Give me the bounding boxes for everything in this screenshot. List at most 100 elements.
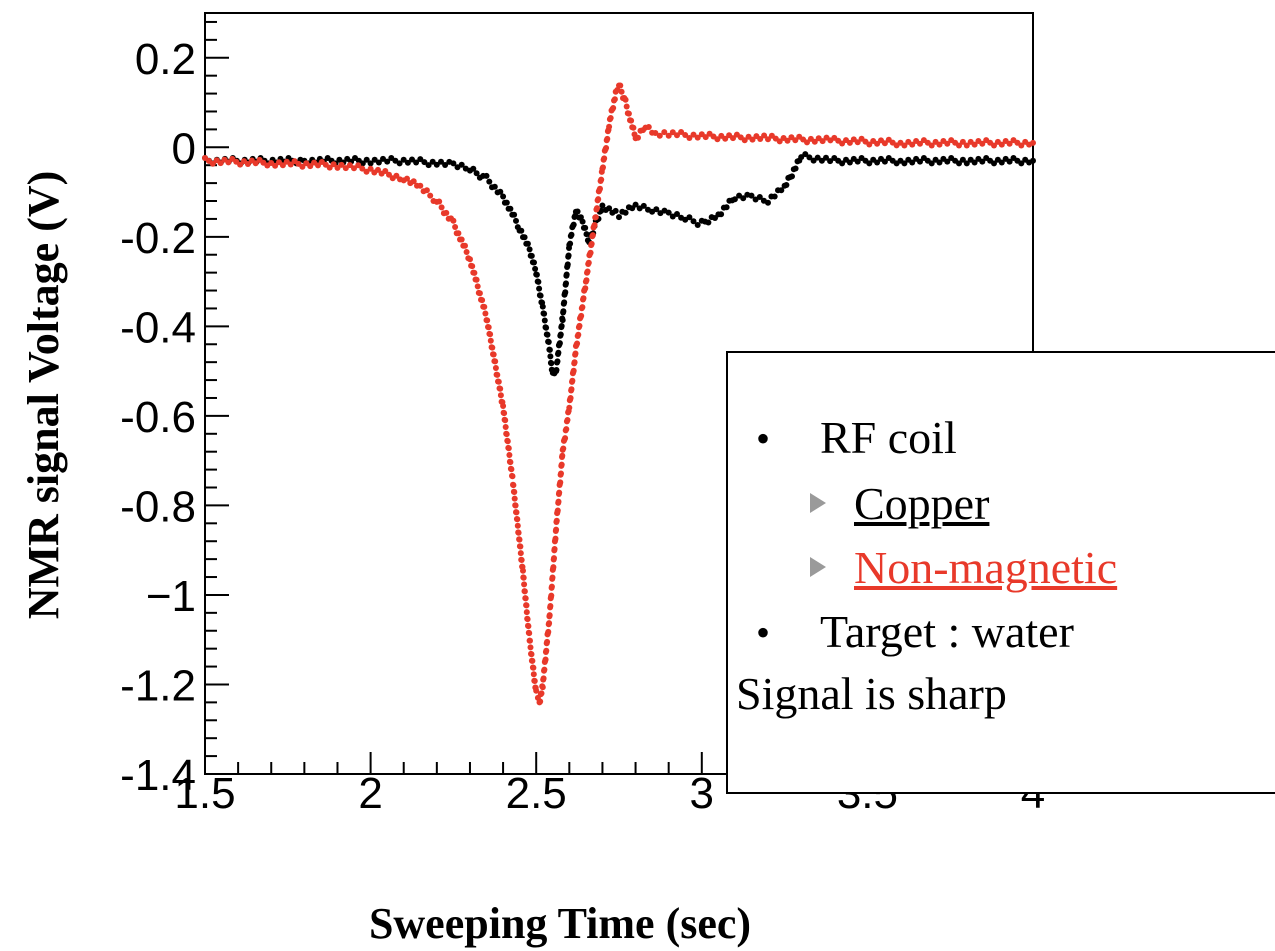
data-point xyxy=(765,136,771,143)
data-point xyxy=(617,82,624,89)
data-point xyxy=(583,277,590,284)
data-point xyxy=(589,232,596,239)
data-series xyxy=(202,82,1036,706)
data-point xyxy=(552,535,559,542)
data-point xyxy=(592,214,599,221)
data-point xyxy=(470,165,477,172)
data-point xyxy=(601,155,608,162)
data-point xyxy=(492,365,499,371)
data-point xyxy=(487,331,494,338)
data-point xyxy=(429,158,436,165)
data-point xyxy=(517,543,524,550)
data-point xyxy=(585,259,592,266)
data-point xyxy=(811,138,818,145)
data-point xyxy=(603,145,610,151)
data-point xyxy=(526,246,533,253)
data-point xyxy=(375,166,381,173)
data-point xyxy=(559,452,566,459)
data-point xyxy=(599,202,606,209)
data-point xyxy=(546,612,553,619)
data-point xyxy=(748,192,755,199)
data-point xyxy=(645,124,652,130)
data-point xyxy=(556,340,563,347)
data-point xyxy=(598,176,605,183)
data-point xyxy=(544,638,551,645)
data-point xyxy=(563,271,570,278)
bullet-icon: • xyxy=(756,416,771,461)
data-point xyxy=(802,151,809,158)
data-point xyxy=(363,168,370,175)
data-point xyxy=(359,165,366,172)
data-point xyxy=(1006,158,1013,165)
data-point xyxy=(458,236,465,243)
data-point xyxy=(562,435,569,442)
data-point xyxy=(529,657,536,664)
data-point xyxy=(594,205,600,212)
data-point xyxy=(502,424,509,430)
data-point xyxy=(740,195,747,202)
data-point xyxy=(944,140,951,147)
data-point xyxy=(901,160,908,167)
data-point xyxy=(936,159,943,166)
data-point xyxy=(570,367,577,374)
data-point xyxy=(514,522,521,529)
data-point xyxy=(1006,140,1013,147)
data-point xyxy=(386,171,392,178)
data-point xyxy=(731,196,738,203)
data-point xyxy=(474,283,481,290)
data-point xyxy=(656,132,663,139)
y-tick-label: -0.6 xyxy=(120,393,196,442)
y-tick-label: -0.8 xyxy=(120,482,196,531)
data-point xyxy=(484,317,491,324)
data-point xyxy=(548,360,555,367)
data-point xyxy=(471,269,478,276)
data-point xyxy=(555,349,562,356)
data-point xyxy=(789,173,795,180)
data-point xyxy=(504,438,511,445)
data-point xyxy=(611,96,618,103)
data-point xyxy=(547,353,554,360)
data-point xyxy=(462,242,468,249)
data-point xyxy=(694,222,701,228)
data-point xyxy=(874,140,881,147)
data-point xyxy=(351,165,357,172)
data-point xyxy=(338,161,345,168)
y-tick-label: 0.2 xyxy=(135,35,196,84)
data-point xyxy=(485,324,492,331)
data-point xyxy=(854,139,861,146)
data-point xyxy=(612,207,619,214)
data-point xyxy=(606,123,613,130)
data-point xyxy=(481,303,488,310)
legend-heading: RF coil xyxy=(820,412,957,463)
data-point xyxy=(622,96,629,103)
data-point xyxy=(846,139,853,146)
data-point xyxy=(520,574,527,581)
data-point xyxy=(533,687,540,694)
data-point xyxy=(568,231,575,238)
data-point xyxy=(438,204,445,211)
y-tick-labels: 0.2 0 -0.2 -0.4 -0.6 -0.8 −1 -1.2 -1.4 xyxy=(120,35,196,800)
data-point xyxy=(714,136,721,143)
data-point xyxy=(567,395,574,401)
data-point xyxy=(400,156,407,163)
data-point xyxy=(587,249,594,256)
data-point xyxy=(527,637,533,644)
data-point xyxy=(563,426,570,433)
data-point xyxy=(669,129,676,136)
data-point xyxy=(307,163,314,170)
data-point xyxy=(523,602,530,609)
data-point xyxy=(528,651,535,658)
y-tick-label: -0.4 xyxy=(120,303,196,352)
data-point xyxy=(538,690,545,697)
data-point xyxy=(557,479,564,486)
data-point xyxy=(272,162,279,169)
data-point xyxy=(543,324,550,331)
data-point xyxy=(959,138,966,145)
data-point xyxy=(771,193,778,200)
data-point xyxy=(1018,160,1025,167)
data-point xyxy=(513,509,520,516)
x-tick-label: 3 xyxy=(690,769,714,818)
data-point xyxy=(537,292,544,299)
y-axis-title: NMR signal Voltage (V) xyxy=(19,171,68,620)
x-tick-label: 2.5 xyxy=(506,769,567,818)
